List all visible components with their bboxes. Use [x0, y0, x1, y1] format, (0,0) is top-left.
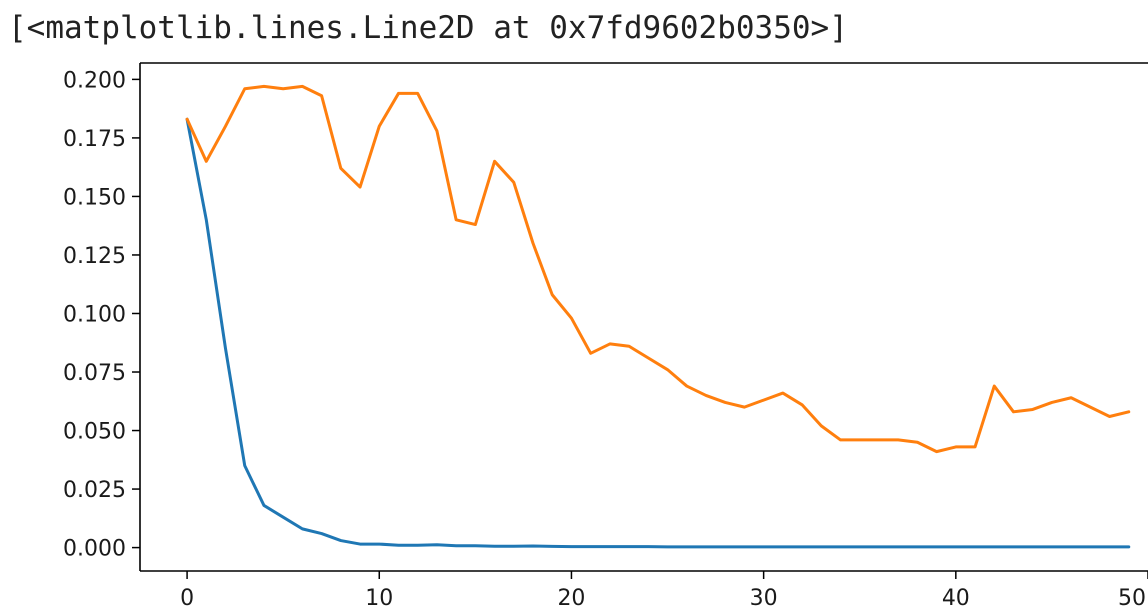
y-tick-label: 0.075 [63, 361, 126, 386]
cell-output-repr: [<matplotlib.lines.Line2D at 0x7fd9602b0… [8, 10, 848, 46]
x-tick-label: 0 [180, 586, 194, 610]
x-tick-label: 50 [1118, 586, 1146, 610]
y-tick-label: 0.125 [63, 244, 126, 269]
y-tick-label: 0.025 [63, 478, 126, 503]
series-line-1 [185, 117, 1131, 549]
y-tick-label: 0.175 [63, 127, 126, 152]
x-tick-label: 40 [942, 586, 970, 610]
x-tick-label: 10 [365, 586, 393, 610]
y-tick-label: 0.000 [63, 537, 126, 562]
y-tick-label: 0.150 [63, 185, 126, 210]
x-tick-label: 20 [557, 586, 585, 610]
y-tick-label: 0.100 [63, 302, 126, 327]
y-tick-label: 0.050 [63, 420, 126, 445]
series-line-2 [185, 84, 1131, 454]
y-tick-label: 0.200 [63, 68, 126, 93]
x-tick-label: 30 [750, 586, 778, 610]
